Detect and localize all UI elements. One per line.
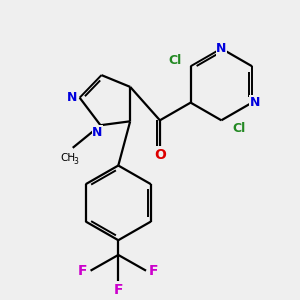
Text: Cl: Cl — [168, 54, 182, 67]
Text: F: F — [78, 264, 87, 278]
Text: F: F — [149, 264, 159, 278]
Text: O: O — [154, 148, 166, 162]
Text: N: N — [250, 96, 260, 109]
Text: N: N — [216, 42, 226, 55]
Text: N: N — [67, 91, 77, 104]
Text: Cl: Cl — [232, 122, 246, 135]
Text: N: N — [92, 126, 103, 139]
Text: 3: 3 — [73, 157, 78, 166]
Text: methyl: methyl — [68, 155, 73, 156]
Text: F: F — [113, 283, 123, 297]
Text: CH: CH — [60, 153, 75, 163]
